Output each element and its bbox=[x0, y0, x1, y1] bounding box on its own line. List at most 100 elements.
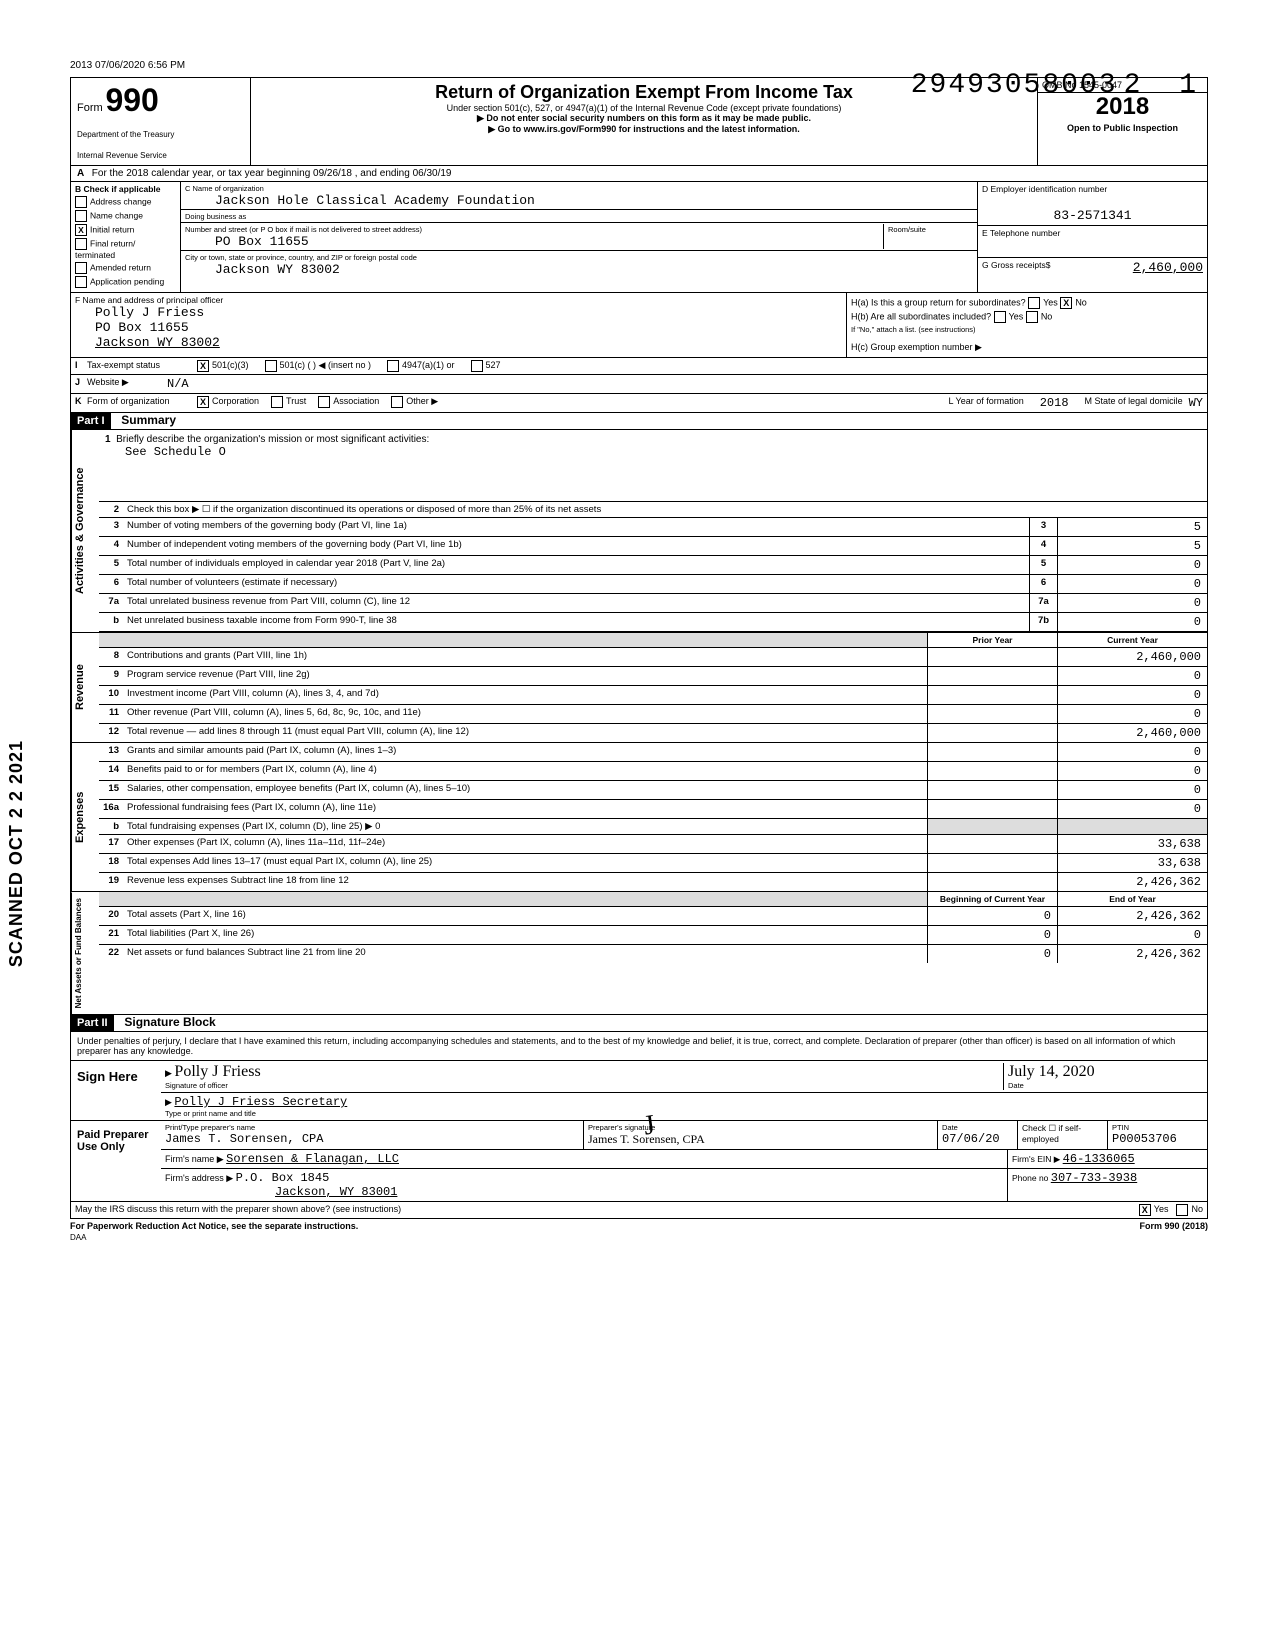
row-i-tax-status: I Tax-exempt status X501(c)(3) 501(c) ( … bbox=[71, 358, 1207, 375]
officer-date-label: Date bbox=[1008, 1081, 1203, 1090]
table-row: bTotal fundraising expenses (Part IX, co… bbox=[99, 819, 1207, 835]
tax-year-range: For the 2018 calendar year, or tax year … bbox=[92, 168, 452, 179]
discuss-question: May the IRS discuss this return with the… bbox=[75, 1204, 1139, 1216]
chk-4947[interactable] bbox=[387, 360, 399, 372]
val-3: 5 bbox=[1057, 518, 1207, 536]
col-b-label: B Check if applicable bbox=[75, 184, 176, 194]
line-7a: Total unrelated business revenue from Pa… bbox=[123, 594, 1029, 612]
table-row: 20Total assets (Part X, line 16)02,426,3… bbox=[99, 907, 1207, 926]
url-note: Go to www.irs.gov/Form990 for instructio… bbox=[259, 124, 1029, 135]
part-1-header: Part I Summary bbox=[71, 413, 1207, 430]
officer-name-title: Polly J Friess Secretary bbox=[174, 1095, 347, 1109]
netassets-side-label: Net Assets or Fund Balances bbox=[71, 892, 99, 1014]
chk-hb-yes[interactable] bbox=[994, 311, 1006, 323]
dba-label: Doing business as bbox=[185, 212, 246, 221]
col-c-org-info: C Name of organization Jackson Hole Clas… bbox=[181, 182, 977, 292]
part-2-header: Part II Signature Block bbox=[71, 1014, 1207, 1032]
chk-527[interactable] bbox=[471, 360, 483, 372]
chk-corp[interactable]: X bbox=[197, 396, 209, 408]
row-a-tax-year: A For the 2018 calendar year, or tax yea… bbox=[71, 166, 1207, 182]
part-1-label: Part I bbox=[71, 413, 111, 429]
form-subtitle: Under section 501(c), 527, or 4947(a)(1)… bbox=[259, 103, 1029, 113]
col-b-checkboxes: B Check if applicable Address change Nam… bbox=[71, 182, 181, 292]
prior-current-header: Prior Year Current Year bbox=[99, 633, 1207, 648]
chk-hb-no[interactable] bbox=[1026, 311, 1038, 323]
chk-assoc[interactable] bbox=[318, 396, 330, 408]
current-year-hdr: Current Year bbox=[1057, 633, 1207, 647]
chk-501c3[interactable]: X bbox=[197, 360, 209, 372]
table-row: 22Net assets or fund balances Subtract l… bbox=[99, 945, 1207, 963]
row-k-form-org: K Form of organization XCorporation Trus… bbox=[71, 394, 1207, 413]
line-3: Number of voting members of the governin… bbox=[123, 518, 1029, 536]
row-j-website: J Website ▶ N/A bbox=[71, 375, 1207, 394]
dept-treasury: Department of the Treasury bbox=[77, 131, 244, 140]
phone-value: 307-733-3938 bbox=[1051, 1171, 1137, 1185]
chk-other[interactable] bbox=[391, 396, 403, 408]
dept-irs: Internal Revenue Service bbox=[77, 152, 244, 161]
part-2-label: Part II bbox=[71, 1015, 114, 1031]
val-5: 0 bbox=[1057, 556, 1207, 574]
chk-ha-no[interactable]: X bbox=[1060, 297, 1072, 309]
chk-name-change[interactable] bbox=[75, 210, 87, 222]
revenue-side-label: Revenue bbox=[71, 633, 99, 742]
form-org-label: Form of organization bbox=[87, 396, 197, 410]
chk-amended-return[interactable] bbox=[75, 262, 87, 274]
expenses-side-label: Expenses bbox=[71, 743, 99, 891]
chk-initial-return[interactable]: X bbox=[75, 224, 87, 236]
form-990-page: SCANNED OCT 2 2 2021 2013 07/06/2020 6:5… bbox=[0, 0, 1288, 1282]
table-row: 10Investment income (Part VIII, column (… bbox=[99, 686, 1207, 705]
mission-text: See Schedule O bbox=[125, 445, 226, 459]
prep-date-label: Date bbox=[942, 1123, 1013, 1132]
val-7b: 0 bbox=[1057, 613, 1207, 631]
chk-discuss-yes[interactable]: X bbox=[1139, 1204, 1151, 1216]
paid-preparer-row: Paid Preparer Use Only Print/Type prepar… bbox=[71, 1121, 1207, 1202]
chk-application-pending[interactable] bbox=[75, 276, 87, 288]
page-footer: For Paperwork Reduction Act Notice, see … bbox=[70, 1219, 1208, 1233]
ptin-label: PTIN bbox=[1112, 1123, 1203, 1132]
section-fh: F Name and address of principal officer … bbox=[71, 293, 1207, 358]
chk-trust[interactable] bbox=[271, 396, 283, 408]
line-7b: Net unrelated business taxable income fr… bbox=[123, 613, 1029, 631]
room-label: Room/suite bbox=[888, 225, 926, 234]
officer-addr: PO Box 11655 bbox=[95, 320, 842, 335]
city-state-zip: Jackson WY 83002 bbox=[215, 262, 973, 277]
officer-signature: Polly J Friess bbox=[174, 1063, 260, 1080]
col-h-group: H(a) Is this a group return for subordin… bbox=[847, 293, 1207, 357]
prep-name-label: Print/Type preparer's name bbox=[165, 1123, 579, 1132]
firm-name-label: Firm's name ▶ bbox=[165, 1154, 224, 1164]
paperwork-notice: For Paperwork Reduction Act Notice, see … bbox=[70, 1221, 1139, 1231]
website-value: N/A bbox=[167, 377, 189, 391]
firm-addr1: P.O. Box 1845 bbox=[236, 1171, 330, 1185]
chk-discuss-no[interactable] bbox=[1176, 1204, 1188, 1216]
ein-label: D Employer identification number bbox=[982, 184, 1203, 194]
officer-name: Polly J Friess bbox=[95, 305, 842, 320]
col-f-officer: F Name and address of principal officer … bbox=[71, 293, 847, 357]
chk-ha-yes[interactable] bbox=[1028, 297, 1040, 309]
firm-addr2: Jackson, WY 83001 bbox=[275, 1185, 397, 1199]
chk-address-change[interactable] bbox=[75, 196, 87, 208]
chk-final-return[interactable] bbox=[75, 238, 87, 250]
table-row: 18Total expenses Add lines 13–17 (must e… bbox=[99, 854, 1207, 873]
val-7a: 0 bbox=[1057, 594, 1207, 612]
beg-end-header: Beginning of Current Year End of Year bbox=[99, 892, 1207, 907]
chk-501c[interactable] bbox=[265, 360, 277, 372]
group-exemption: H(c) Group exemption number ▶ bbox=[851, 342, 1203, 353]
firm-addr-label: Firm's address ▶ bbox=[165, 1173, 233, 1183]
firm-ein: 46-1336065 bbox=[1063, 1152, 1135, 1166]
scanned-date-stamp: SCANNED OCT 2 2 2021 bbox=[6, 740, 27, 967]
form-word: Form bbox=[77, 102, 103, 114]
officer-label: F Name and address of principal officer bbox=[75, 295, 842, 305]
header-left: Form 990 Department of the Treasury Inte… bbox=[71, 78, 251, 165]
year-formation-label: L Year of formation bbox=[949, 396, 1024, 410]
sign-here-label: Sign Here bbox=[71, 1061, 161, 1120]
governance-side-label: Activities & Governance bbox=[71, 430, 99, 632]
attach-list-note: If "No," attach a list. (see instruction… bbox=[851, 325, 1203, 334]
prep-signature: James T. Sorensen, CPA bbox=[588, 1132, 933, 1147]
officer-date: July 14, 2020 bbox=[1008, 1063, 1095, 1080]
sig-officer-label: Signature of officer bbox=[165, 1081, 1003, 1090]
val-4: 5 bbox=[1057, 537, 1207, 555]
name-title-label: Type or print name and title bbox=[165, 1109, 1203, 1118]
table-row: 14Benefits paid to or for members (Part … bbox=[99, 762, 1207, 781]
ein-value: 83-2571341 bbox=[982, 208, 1203, 223]
table-row: 16aProfessional fundraising fees (Part I… bbox=[99, 800, 1207, 819]
